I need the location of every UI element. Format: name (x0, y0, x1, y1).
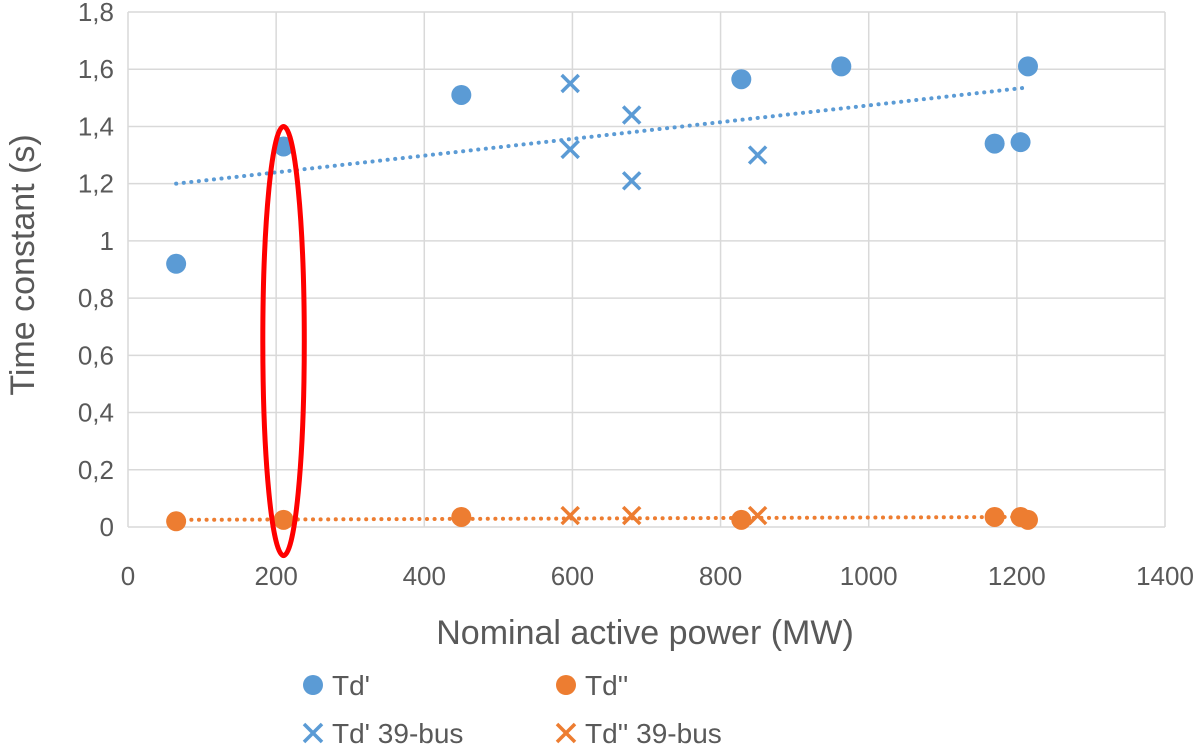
highlight-ellipse (260, 123, 307, 559)
y-tick-label: 0 (100, 512, 114, 542)
y-tick-label: 0,2 (78, 455, 114, 485)
grid-lines (127, 11, 1166, 528)
x-tick-label: 400 (403, 561, 446, 591)
trendline-1 (174, 514, 1027, 522)
data-point-x-series-2 (621, 105, 642, 125)
data-point-x-series-2 (621, 171, 642, 191)
data-point-circle-series-0 (1017, 56, 1038, 77)
data-point-circle-series-1 (731, 509, 752, 530)
y-tick-label: 1,4 (78, 111, 114, 141)
x-tick-label: 1000 (840, 561, 898, 591)
legend-marker-td-prime (303, 675, 323, 695)
data-points (166, 56, 1038, 532)
y-tick-label: 1,6 (78, 54, 114, 84)
y-tick-label: 0,6 (78, 340, 114, 370)
y-tick-label: 1 (100, 226, 114, 256)
legend-label-td-prime-39-bus: Td' 39-bus (332, 718, 463, 745)
legend-marker-td-double-prime-39-bus (555, 722, 577, 744)
legend-label-td-prime: Td' (332, 670, 370, 701)
data-point-x-series-2 (560, 139, 580, 160)
legend-marker-td-prime-39-bus (302, 722, 324, 744)
x-tick-labels: 0 200 400 600 800 1000 1200 1400 (121, 561, 1194, 591)
x-tick-label: 1400 (1136, 561, 1194, 591)
x-tick-label: 200 (254, 561, 297, 591)
data-point-circle-series-0 (451, 84, 472, 105)
data-point-circle-series-0 (731, 69, 752, 90)
annotations (260, 123, 307, 559)
data-point-circle-series-0 (831, 56, 852, 77)
data-point-x-series-3 (560, 505, 580, 526)
y-tick-label: 0,4 (78, 398, 114, 428)
y-tick-labels: 0 0,2 0,4 0,6 0,8 1 1,2 1,4 1,6 1,8 (78, 0, 114, 542)
data-point-x-series-3 (747, 505, 768, 526)
data-point-x-series-2 (560, 73, 580, 94)
y-tick-label: 0,8 (78, 283, 114, 313)
y-tick-label: 1,8 (78, 0, 114, 27)
data-point-circle-series-1 (451, 506, 472, 527)
y-axis-title: Time constant (s) (4, 134, 42, 395)
data-point-circle-series-1 (984, 506, 1005, 527)
y-tick-label: 1,2 (78, 169, 114, 199)
trendline-0 (174, 85, 1027, 186)
x-tick-label: 600 (551, 561, 594, 591)
x-tick-label: 0 (121, 561, 135, 591)
legend-label-td-double-prime: Td'' (585, 670, 628, 701)
legend-marker-td-double-prime (556, 675, 576, 695)
data-point-circle-series-0 (1010, 132, 1031, 153)
data-point-circle-series-1 (1017, 509, 1038, 530)
data-point-circle-series-0 (166, 253, 187, 274)
data-point-x-series-3 (621, 505, 642, 526)
data-point-circle-series-0 (273, 136, 294, 157)
x-axis-title: Nominal active power (MW) (436, 614, 854, 652)
legend: Td' Td'' Td' 39-bus Td'' 39-bus (302, 670, 722, 745)
data-point-circle-series-0 (984, 133, 1005, 154)
trendlines (174, 85, 1027, 522)
x-tick-label: 1200 (988, 561, 1046, 591)
data-point-circle-series-1 (273, 509, 294, 530)
legend-label-td-double-prime-39-bus: Td'' 39-bus (585, 718, 722, 745)
data-point-circle-series-1 (166, 511, 187, 532)
x-tick-label: 800 (699, 561, 742, 591)
data-point-x-series-2 (747, 145, 768, 165)
